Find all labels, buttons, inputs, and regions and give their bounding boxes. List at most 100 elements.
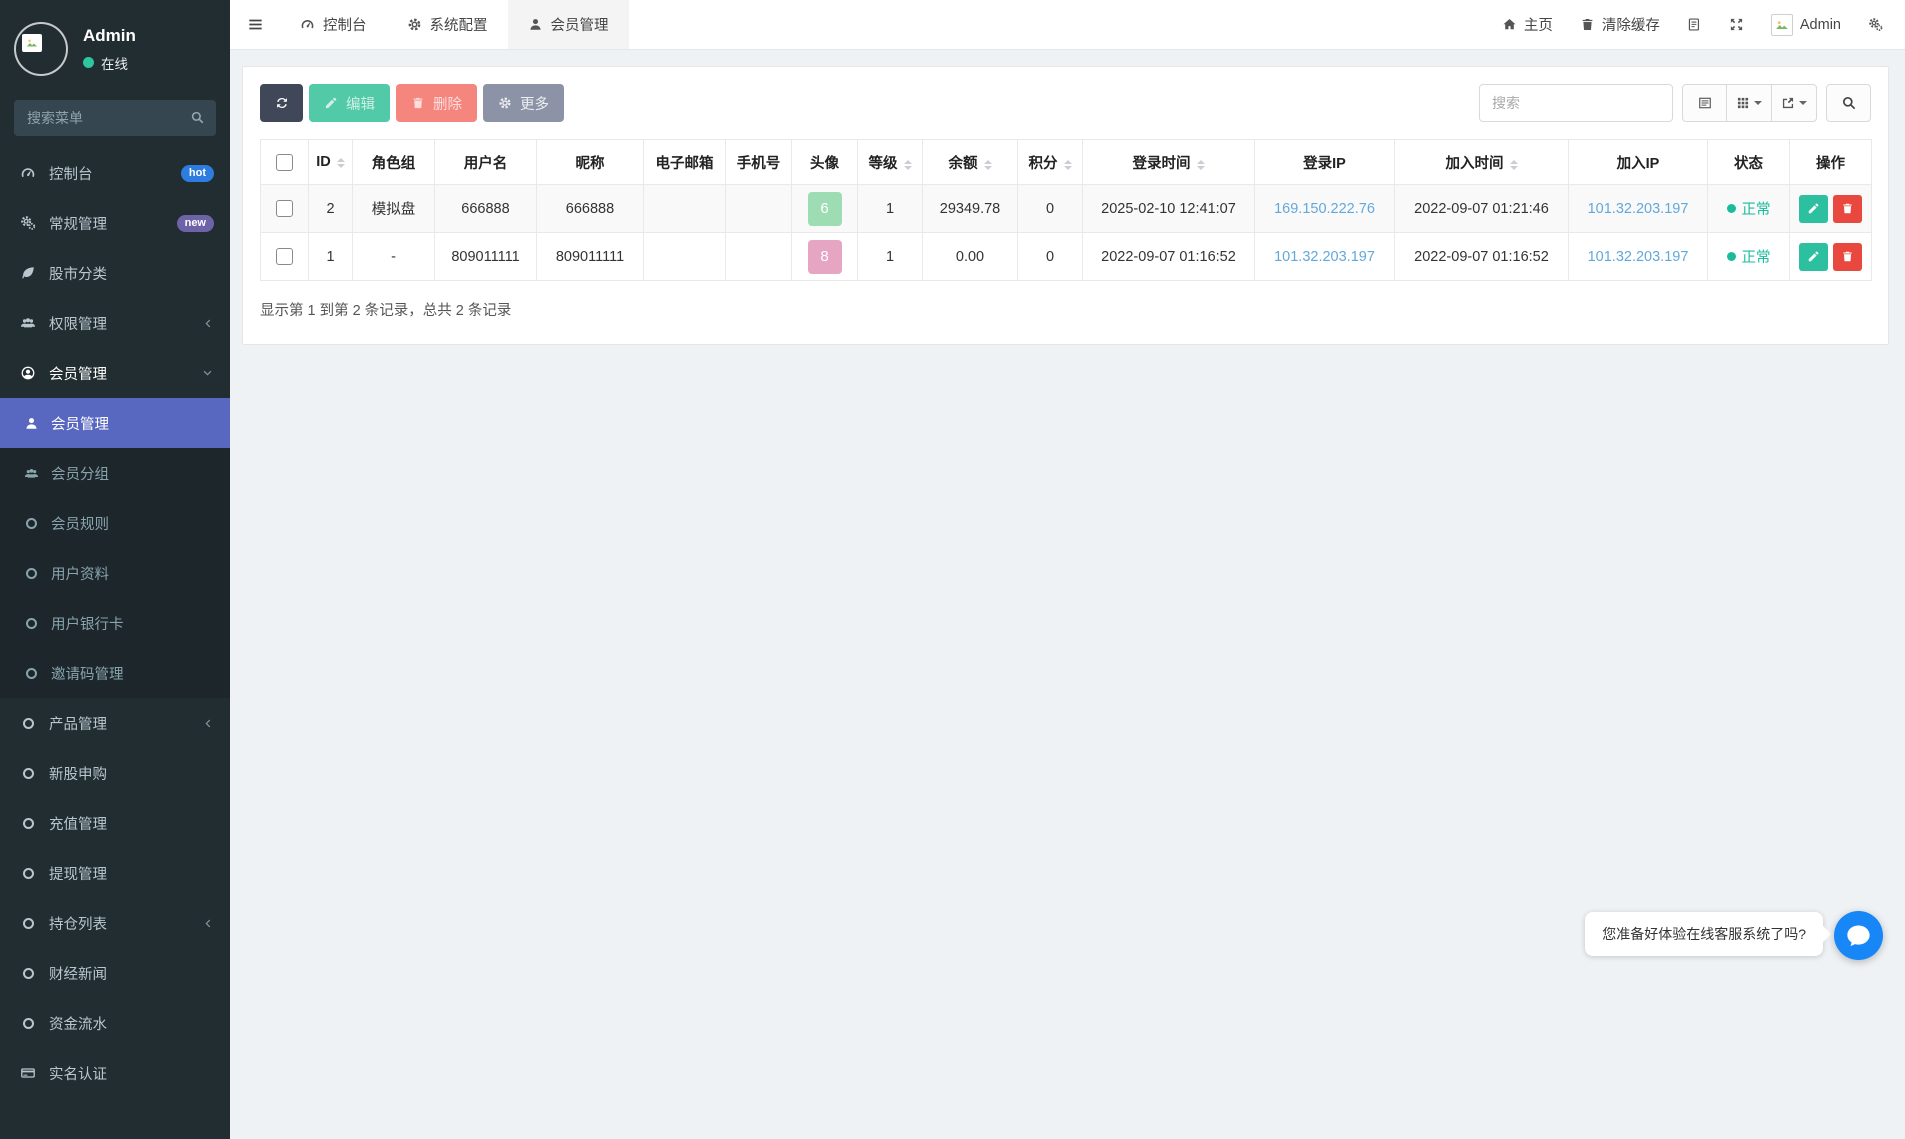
sidebar-item[interactable]: 充值管理	[0, 798, 230, 848]
home-icon	[1502, 17, 1517, 32]
chat-button[interactable]	[1834, 911, 1883, 960]
chat-message-bubble: 您准备好体验在线客服系统了吗?	[1585, 912, 1823, 956]
row-edit-button[interactable]	[1799, 194, 1828, 223]
gauge-icon	[300, 17, 315, 32]
sidebar-subitem[interactable]: 会员分组	[0, 448, 230, 498]
sort-icon	[1196, 159, 1205, 170]
header-checkbox-cell	[260, 139, 309, 185]
gear-icon	[498, 96, 512, 110]
sort-icon	[903, 159, 912, 170]
user-name: Admin	[83, 25, 136, 45]
sidebar-item[interactable]: 实名认证	[0, 1048, 230, 1098]
circle-icon	[20, 617, 42, 629]
circle-icon	[20, 567, 42, 579]
join-ip-link[interactable]: 101.32.203.197	[1587, 248, 1689, 265]
sidebar-subitem[interactable]: 会员规则	[0, 498, 230, 548]
chevron-down-icon	[201, 367, 214, 380]
tab-2[interactable]: 会员管理	[507, 0, 629, 49]
row-checkbox[interactable]	[276, 248, 293, 265]
sidebar-search	[14, 100, 216, 136]
column-header-status: 状态	[1707, 139, 1790, 185]
gears-icon	[1868, 17, 1883, 32]
sidebar-item[interactable]: 持仓列表	[0, 898, 230, 948]
chevron-left-icon	[201, 717, 214, 730]
topnav-right: 主页 清除缓存 Admin	[1502, 0, 1905, 49]
circle-icon	[16, 917, 40, 929]
admin-menu[interactable]: Admin	[1770, 13, 1841, 36]
menu-toggle-button[interactable]	[230, 0, 280, 49]
table-row: 1 - 809011111 809011111 8 1 0.00 0 2022-09-07 01…	[260, 232, 1872, 281]
columns-button[interactable]	[1727, 85, 1772, 121]
sidebar-item[interactable]: 财经新闻	[0, 948, 230, 998]
gauge-icon	[16, 165, 40, 181]
join-ip-link[interactable]: 101.32.203.197	[1587, 200, 1689, 217]
circle-icon	[16, 817, 40, 829]
sidebar-item[interactable]: 权限管理	[0, 298, 230, 348]
main-content: 编辑 删除 更多	[230, 50, 1905, 1139]
cell-balance: 29349.78	[939, 200, 1001, 217]
cell-balance: 0.00	[955, 248, 985, 265]
sidebar-item[interactable]: 资金流水	[0, 998, 230, 1048]
column-header-level[interactable]: 等级	[857, 139, 923, 185]
login-ip-link[interactable]: 101.32.203.197	[1274, 248, 1375, 265]
online-dot	[83, 57, 94, 68]
column-header-balance[interactable]: 余额	[922, 139, 1018, 185]
column-header-id[interactable]: ID	[308, 139, 353, 185]
cell-nickname: 666888	[565, 200, 615, 217]
table-row: 2 模拟盘 666888 666888 6 1 29349.78 0 2025-02-10 12…	[260, 184, 1872, 233]
row-edit-button[interactable]	[1799, 242, 1828, 271]
cell-points: 0	[1045, 200, 1055, 217]
select-all-checkbox[interactable]	[276, 153, 293, 171]
search-button[interactable]	[1826, 84, 1871, 122]
sort-icon	[1063, 159, 1072, 170]
tab-1[interactable]: 系统配置	[387, 0, 508, 49]
fullscreen-button[interactable]	[1729, 17, 1744, 32]
login-ip-link[interactable]: 169.150.222.76	[1274, 200, 1375, 217]
tab-0[interactable]: 控制台	[280, 0, 387, 49]
row-checkbox[interactable]	[276, 200, 293, 217]
status-dot	[1726, 204, 1736, 213]
sidebar-subitem[interactable]: 用户银行卡	[0, 598, 230, 648]
refresh-button[interactable]	[260, 84, 303, 122]
sidebar-menu: 控制台 hot 常规管理 new 股市分类 权限管理 会员管理 会员管理 会员分组 会员规则 用户资…	[0, 148, 230, 1098]
sidebar-item[interactable]: 新股申购	[0, 748, 230, 798]
sidebar-item[interactable]: 控制台 hot	[0, 148, 230, 198]
sidebar-item[interactable]: 产品管理	[0, 698, 230, 748]
sidebar-item[interactable]: 会员管理	[0, 348, 230, 398]
status-dot	[1726, 252, 1736, 261]
more-button[interactable]: 更多	[483, 84, 564, 122]
sidebar-search-input[interactable]	[14, 100, 216, 136]
table-panel: 编辑 删除 更多	[242, 66, 1889, 345]
column-header-points[interactable]: 积分	[1017, 139, 1083, 185]
table-search-input[interactable]	[1479, 84, 1673, 122]
column-header-join_time[interactable]: 加入时间	[1394, 139, 1569, 185]
circle-icon	[20, 667, 42, 679]
cell-level: 1	[885, 200, 895, 217]
cell-join_time: 2022-09-07 01:21:46	[1414, 200, 1549, 217]
cell-role: -	[391, 248, 396, 265]
delete-button[interactable]: 删除	[396, 84, 477, 122]
row-delete-button[interactable]	[1833, 242, 1862, 271]
sidebar-subitem[interactable]: 邀请码管理	[0, 648, 230, 698]
settings-button[interactable]	[1868, 17, 1883, 32]
clear-cache-link[interactable]: 清除缓存	[1580, 14, 1660, 35]
export-button[interactable]	[1772, 85, 1816, 121]
column-header-login_time[interactable]: 登录时间	[1082, 139, 1255, 185]
chat-icon	[1845, 922, 1872, 949]
user-circle-icon	[16, 365, 40, 381]
row-delete-button[interactable]	[1833, 194, 1862, 223]
column-header-nickname: 昵称	[536, 139, 644, 185]
detail-view-button[interactable]	[1683, 85, 1727, 121]
home-link[interactable]: 主页	[1502, 14, 1553, 35]
cell-username: 809011111	[451, 248, 520, 265]
sidebar-item[interactable]: 常规管理 new	[0, 198, 230, 248]
sidebar-item[interactable]: 提现管理	[0, 848, 230, 898]
edit-button[interactable]: 编辑	[309, 84, 390, 122]
broken-image-icon	[22, 34, 42, 52]
sidebar-item[interactable]: 股市分类	[0, 248, 230, 298]
sidebar-subitem[interactable]: 用户资料	[0, 548, 230, 598]
circle-icon	[16, 967, 40, 979]
topnav: 控制台 系统配置 会员管理 主页 清除缓存 Admin	[230, 0, 1905, 50]
language-button[interactable]	[1687, 17, 1702, 32]
sidebar-subitem[interactable]: 会员管理	[0, 398, 230, 448]
